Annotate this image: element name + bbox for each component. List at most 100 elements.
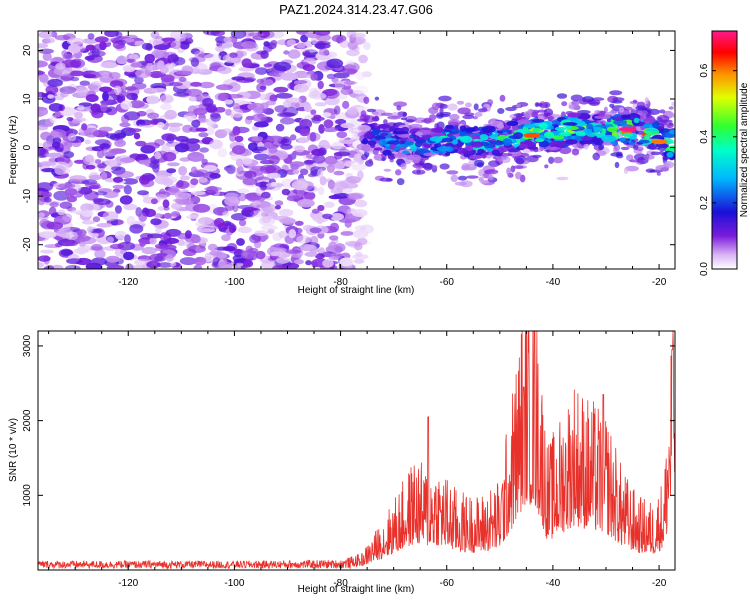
heatmap-cell [318,186,325,196]
snr-plot [38,331,675,570]
heatmap-cell [543,108,554,117]
heatmap-cell [85,164,96,170]
heatmap-cell [233,258,248,264]
heatmap-cell [515,158,525,165]
heatmap-cell [356,106,371,113]
heatmap-cell [381,157,386,162]
heatmap-cell [106,264,124,269]
heatmap-cell [188,96,198,102]
heatmap-cell [234,135,244,143]
heatmap-cell [168,125,181,133]
heatmap-cell [203,53,222,62]
heatmap-cell [383,168,392,172]
y-tick-label: 20 [22,44,33,56]
heatmap-cell [199,147,210,153]
heatmap-cell [502,138,513,146]
heatmap-cell [105,255,120,263]
heatmap-cell [273,86,289,93]
spectrogram-x-ticks: -120 -100 -80 -60 -40 -20 [48,31,667,288]
heatmap-cell [168,82,183,87]
heatmap-cell [324,201,335,208]
heatmap-cell [190,81,202,87]
heatmap-cell [153,44,170,50]
heatmap-cell [48,206,57,216]
heatmap-cell [202,97,214,107]
heatmap-cell [99,41,107,51]
heatmap-cell [515,171,522,180]
heatmap-cell [577,112,591,120]
heatmap-cell [402,111,407,117]
heatmap-cell [650,151,661,156]
heatmap-cell [471,141,484,148]
heatmap-cell [116,95,124,102]
heatmap-cell [387,140,400,144]
heatmap-cell [473,103,479,111]
heatmap-cell [96,223,113,228]
heatmap-cell [310,37,318,45]
heatmap-cell [178,166,188,176]
heatmap-cell [389,154,396,158]
heatmap-cell [66,195,77,203]
heatmap-cell [230,31,247,39]
heatmap-cell [190,235,201,244]
heatmap-cell [207,243,218,251]
heatmap-cell [38,31,54,39]
heatmap-cell [215,84,234,91]
heatmap-cell [299,128,310,137]
x-tick-label: -20 [652,578,667,589]
spectrogram-frame [37,30,676,270]
heatmap-cell [318,123,325,134]
heatmap-cell [275,205,281,210]
heatmap-cell [619,137,627,142]
heatmap-cell [629,159,640,163]
heatmap-cell [406,154,422,161]
heatmap-cell [188,245,206,253]
heatmap-cell [84,55,95,61]
heatmap-cell [451,139,459,145]
heatmap-cell [261,203,277,213]
heatmap-cell [86,226,94,233]
heatmap-cell [179,41,190,50]
heatmap-cell [83,73,97,79]
heatmap-cell [247,102,265,111]
heatmap-cell [240,250,256,259]
heatmap-cell [340,231,354,236]
heatmap-cell [154,243,169,249]
heatmap-cell [57,183,76,189]
heatmap-cell [278,230,288,239]
heatmap-cell [543,131,555,139]
heatmap-cell [326,73,336,80]
heatmap-cell [462,114,475,120]
x-tick-label: -80 [333,277,348,288]
y-tick-label: -10 [22,188,33,203]
heatmap-cell [285,97,302,103]
heatmap-cell [354,199,368,208]
heatmap-cell [163,212,172,219]
heatmap-cell [357,170,364,180]
heatmap-cell [190,57,200,67]
heatmap-cell [497,146,508,153]
heatmap-cell [669,145,675,152]
heatmap-cell [150,198,158,205]
heatmap-cell [309,248,320,253]
heatmap-cell [94,249,106,259]
heatmap-cell [333,181,349,190]
heatmap-cell [185,230,192,239]
heatmap-cell [312,154,326,164]
heatmap-cell [451,128,459,132]
heatmap-cell [659,109,666,114]
heatmap-cell [60,249,73,256]
heatmap-cell [351,209,368,218]
heatmap-cell [193,264,203,269]
heatmap-cell [104,159,118,166]
heatmap-cell [389,159,394,163]
heatmap-cell [61,59,79,68]
heatmap-cell [351,32,366,39]
heatmap-cell [260,50,269,59]
heatmap-cell [164,109,177,120]
x-tick-label: -40 [546,578,561,589]
heatmap-cell [339,257,354,267]
heatmap-cell [244,170,257,179]
heatmap-cell [499,94,506,102]
heatmap-cell [611,100,623,104]
